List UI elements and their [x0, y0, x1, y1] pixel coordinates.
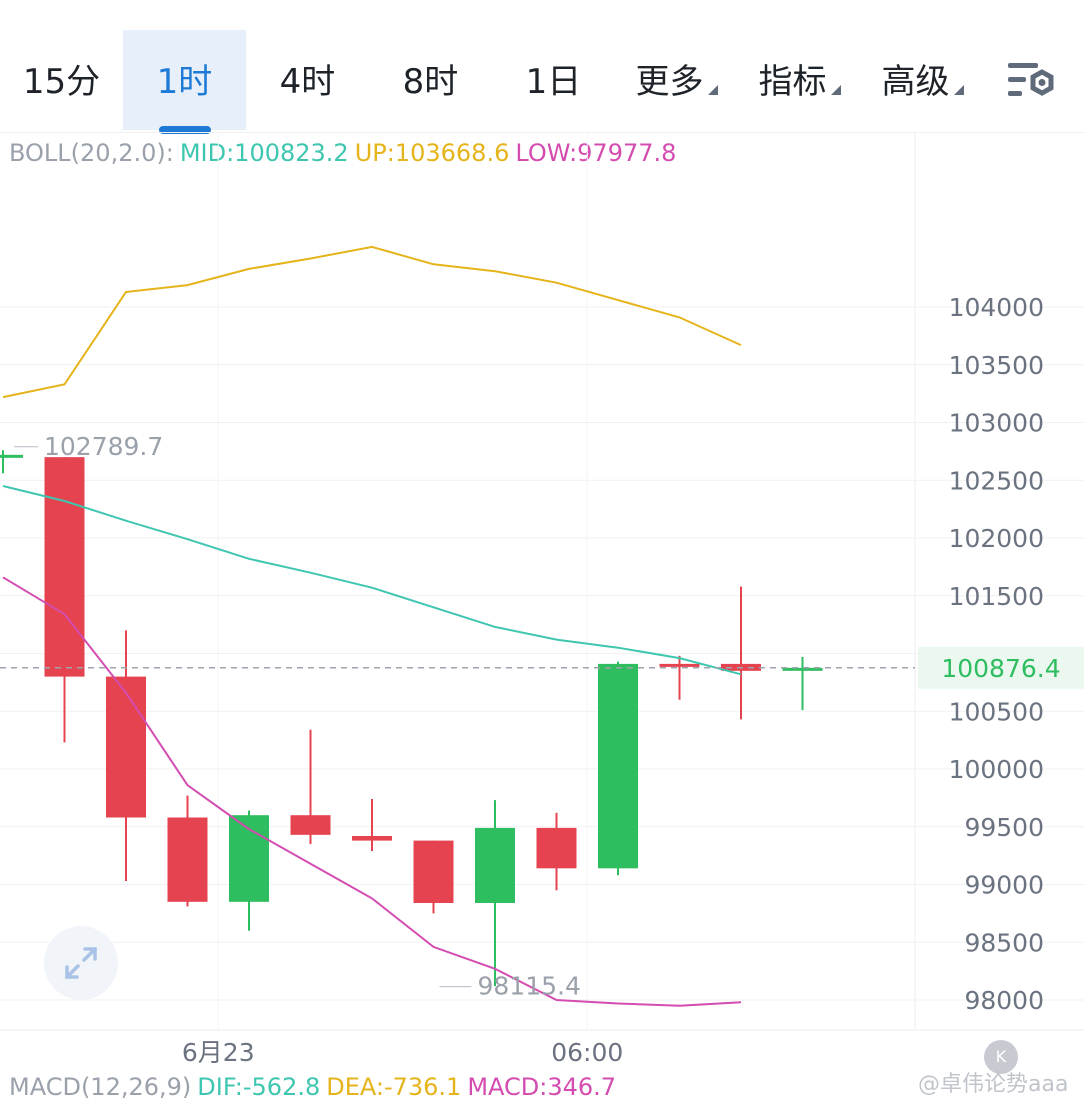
- x-tick-label: 6月23: [182, 1038, 255, 1067]
- candle-body-up: [782, 667, 823, 671]
- candle-body-down: [659, 663, 700, 667]
- tab-7[interactable]: 高级: [861, 30, 984, 130]
- candle-body-down: [536, 827, 577, 869]
- y-tick-label: 99500: [964, 813, 1044, 842]
- candle-body-up: [598, 663, 638, 869]
- watermark-logo-icon: K: [984, 1040, 1018, 1074]
- y-tick-label: 98000: [964, 986, 1044, 1015]
- dropdown-triangle-icon: [953, 85, 964, 95]
- y-tick-label: 99000: [964, 871, 1044, 900]
- dropdown-triangle-icon: [830, 85, 841, 95]
- high-marker-label: 102789.7: [44, 432, 163, 461]
- boll-upper-line: [2, 245, 742, 399]
- tab-label: 1日: [525, 62, 582, 102]
- current-price-badge: [918, 646, 1084, 689]
- macd-value: MACD:346.7: [467, 1073, 617, 1101]
- tab-0[interactable]: 15分: [0, 30, 123, 130]
- tab-label: 更多: [635, 62, 704, 102]
- tab-6[interactable]: 指标: [738, 30, 861, 130]
- watermark-text: @卓伟论势aaa: [918, 1072, 1069, 1097]
- boll-up-value: UP:103668.6: [354, 139, 510, 167]
- interval-tabs: 15分 1时 4时 8时 1日 更多 指标 高级: [0, 0, 1084, 134]
- candle-body-down: [106, 676, 146, 818]
- candle-body-up: [0, 454, 23, 458]
- boll-legend: BOLL(20,2.0): MID:100823.2 UP:103668.6 LOW:…: [9, 136, 682, 170]
- candle-body-down: [44, 457, 85, 677]
- tab-4[interactable]: 1日: [492, 30, 615, 130]
- candle-body-down: [413, 840, 454, 903]
- tabs-divider: [0, 132, 1084, 133]
- candle-body-down: [352, 835, 392, 841]
- low-marker-label: 98115.4: [478, 972, 581, 1001]
- tab-label: 8时: [402, 62, 459, 102]
- dropdown-triangle-icon: [707, 85, 718, 95]
- tab-label: 高级: [881, 62, 950, 102]
- active-tab-indicator: [158, 126, 211, 134]
- tab-label: 指标: [758, 62, 827, 102]
- macd-name: MACD(12,26,9): [9, 1073, 192, 1101]
- expand-chart-button[interactable]: [44, 926, 118, 1000]
- y-tick-label: 100000: [949, 755, 1044, 784]
- y-tick-label: 100500: [949, 697, 1044, 726]
- boll-lower-line: [2, 576, 742, 1007]
- boll-name: BOLL(20,2.0):: [9, 139, 174, 167]
- y-tick-label: 103500: [949, 351, 1044, 380]
- x-tick-label: 06:00: [551, 1038, 623, 1067]
- tab-3[interactable]: 8时: [369, 30, 492, 130]
- macd-dif-value: DIF:-562.8: [197, 1073, 321, 1101]
- macd-dea-value: DEA:-736.1: [326, 1073, 462, 1101]
- chart-settings-icon[interactable]: [1004, 58, 1060, 106]
- y-tick-label: 104000: [949, 293, 1044, 322]
- y-tick-label: 101500: [949, 582, 1044, 611]
- expand-icon: [65, 947, 97, 979]
- y-tick-label: 98500: [964, 928, 1044, 957]
- boll-mid-value: MID:100823.2: [179, 139, 349, 167]
- candle-body-up: [475, 827, 515, 903]
- current-price-label: 100876.4: [941, 654, 1060, 683]
- candle-body-down: [167, 817, 208, 902]
- candle-body-down: [290, 815, 331, 835]
- tab-2[interactable]: 4时: [246, 30, 369, 130]
- macd-legend: MACD(12,26,9) DIF:-562.8 DEA:-736.1 MACD:34…: [9, 1072, 622, 1102]
- tab-1[interactable]: 1时: [123, 30, 246, 134]
- y-tick-label: 102000: [949, 524, 1044, 553]
- tab-label: 1时: [156, 62, 213, 102]
- tab-5[interactable]: 更多: [615, 30, 738, 130]
- tab-label: 4时: [279, 62, 336, 102]
- tab-label: 15分: [22, 62, 101, 102]
- boll-low-value: LOW:97977.8: [515, 139, 677, 167]
- y-tick-label: 103000: [949, 409, 1044, 438]
- y-tick-label: 102500: [949, 466, 1044, 495]
- boll-mid-line: [2, 485, 742, 676]
- watermark: K @卓伟论势aaa: [882, 1040, 1082, 1100]
